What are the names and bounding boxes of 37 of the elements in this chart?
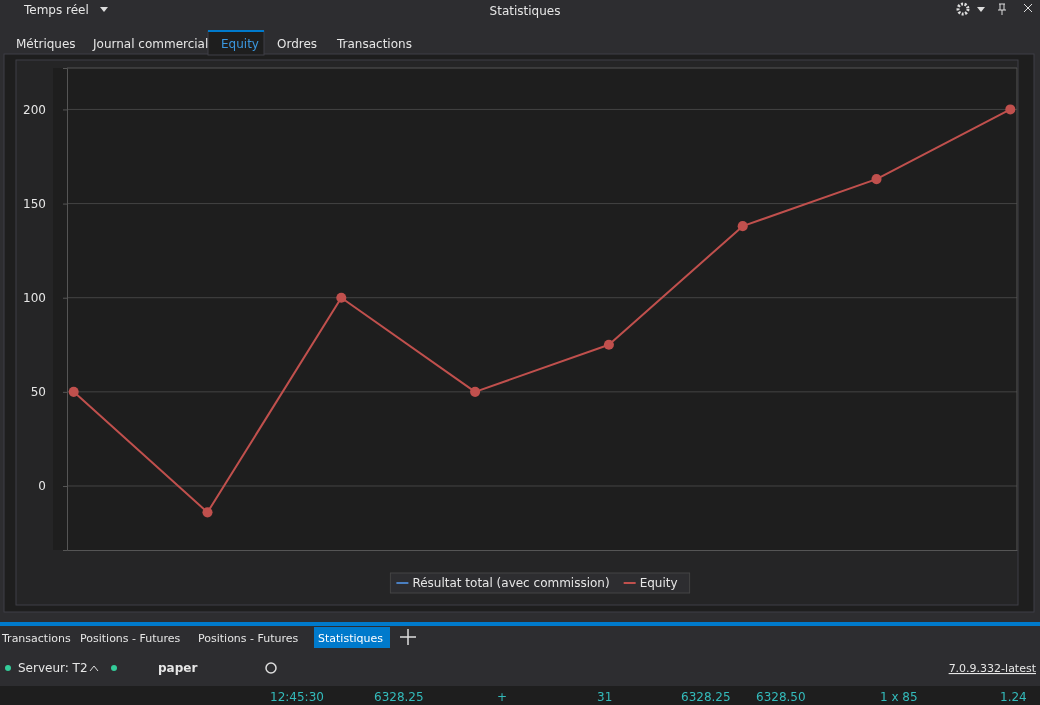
- point: [737, 221, 748, 232]
- text: 1 x 85: [880, 690, 918, 704]
- text: Positions - Futures: [80, 632, 181, 645]
- legend-label: Equity: [639, 576, 678, 590]
- point: [202, 507, 213, 518]
- text: 1.24: [1000, 690, 1027, 704]
- text: 31: [597, 690, 613, 704]
- text: 6328.25: [374, 690, 424, 704]
- point: [603, 339, 614, 350]
- point: [470, 386, 481, 397]
- chart-title: Statistiques: [489, 4, 561, 18]
- text: 6328.50: [756, 690, 806, 704]
- text: 12:45:30: [270, 690, 324, 704]
- point: [68, 386, 79, 397]
- text: Temps réel: [23, 3, 89, 17]
- legend-label: Résultat total (avec commission): [412, 576, 610, 590]
- y-tick-label: 0: [38, 479, 46, 494]
- text: Serveur: T2: [18, 661, 88, 675]
- text: Métriques: [16, 37, 76, 51]
- text: paper: [158, 661, 198, 675]
- text: Statistiques: [318, 632, 384, 645]
- text: Journal commercial: [92, 37, 209, 51]
- y-tick-label: 150: [23, 196, 46, 211]
- y-tick-label: 100: [23, 291, 46, 306]
- point: [1005, 104, 1016, 115]
- text: +: [497, 690, 508, 704]
- text: Transactions: [336, 37, 412, 51]
- point: [336, 292, 347, 303]
- y-tick-label: 50: [30, 385, 46, 400]
- text: 7.0.9.332-latest: [948, 662, 1037, 675]
- text: Equity: [221, 37, 259, 51]
- text: 6328.25: [681, 690, 731, 704]
- text: Ordres: [277, 37, 318, 51]
- text: Positions - Futures: [198, 632, 299, 645]
- point: [871, 174, 882, 185]
- y-tick-label: 200: [23, 102, 46, 117]
- text: Transactions: [1, 632, 71, 645]
